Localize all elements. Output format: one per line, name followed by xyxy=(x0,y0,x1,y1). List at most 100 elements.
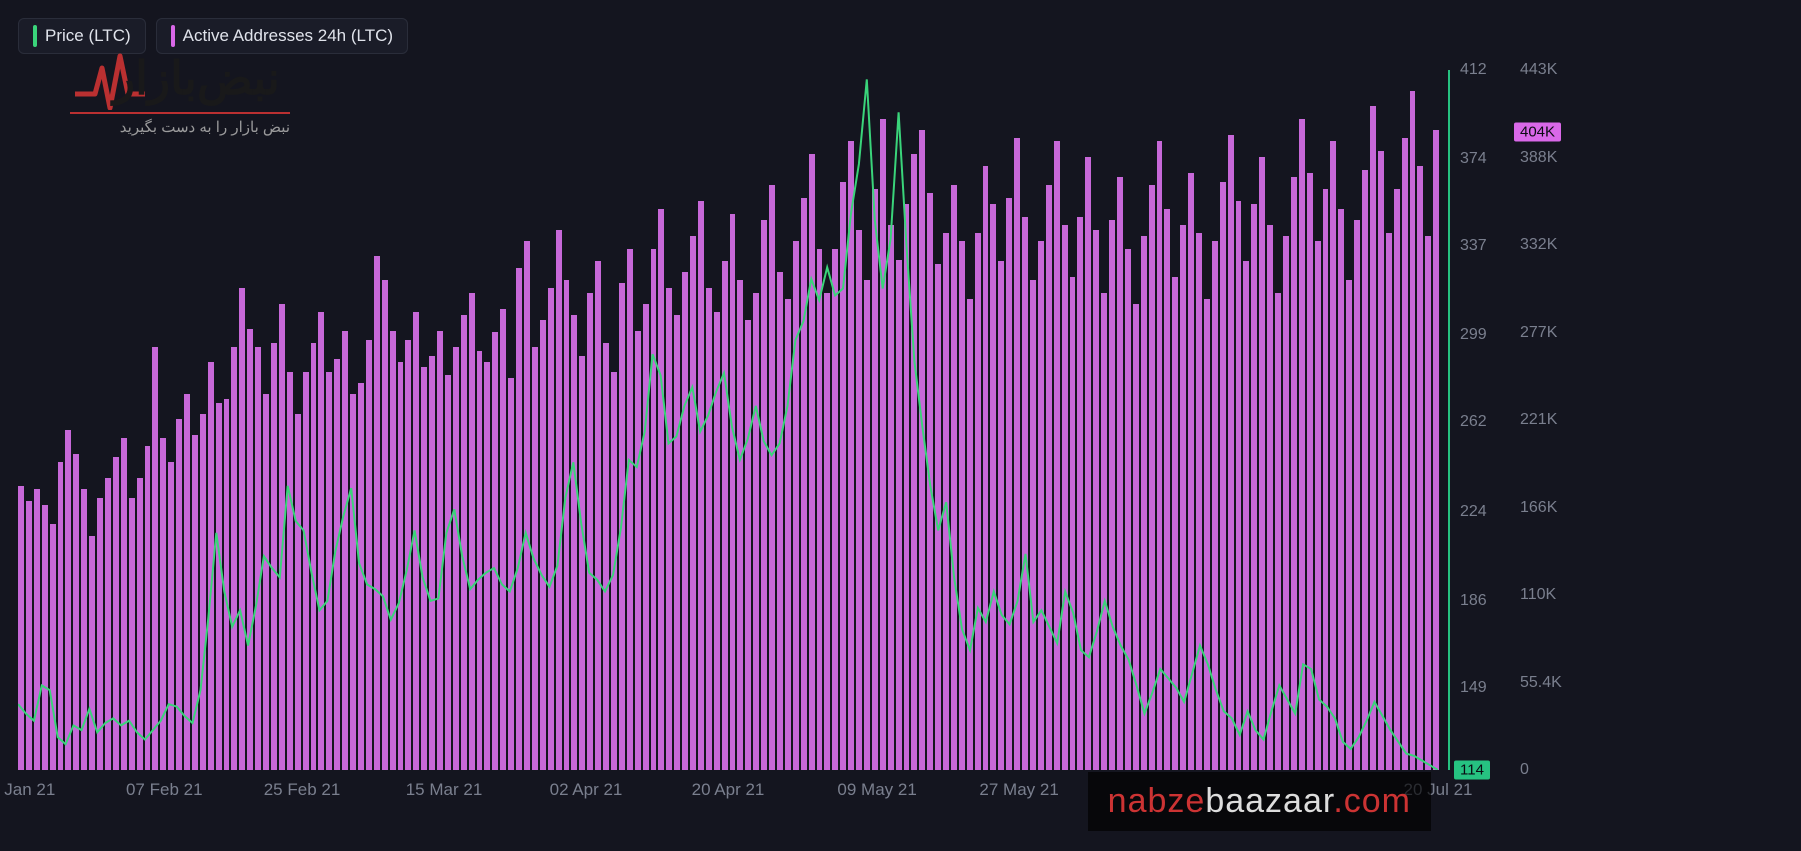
bar xyxy=(350,394,356,770)
bar xyxy=(927,193,933,770)
bar xyxy=(785,299,791,770)
bar xyxy=(1417,166,1423,770)
bar xyxy=(1180,225,1186,770)
bar xyxy=(271,343,277,770)
bar xyxy=(469,293,475,770)
bar xyxy=(413,312,419,770)
svg-text:نبض‌بازار: نبض‌بازار xyxy=(110,52,280,106)
bar xyxy=(888,225,894,770)
y-tick-addresses: 388K xyxy=(1520,149,1557,167)
bar xyxy=(152,347,158,770)
bar xyxy=(730,214,736,770)
y-tick-price: 186 xyxy=(1460,592,1487,610)
bar xyxy=(445,375,451,770)
chart-plot-area[interactable] xyxy=(18,70,1438,770)
bar xyxy=(1038,241,1044,770)
bar xyxy=(998,261,1004,770)
bar xyxy=(168,462,174,770)
bar xyxy=(1394,189,1400,770)
bar xyxy=(706,288,712,770)
bar xyxy=(255,347,261,770)
bar xyxy=(651,249,657,770)
legend-label-price: Price (LTC) xyxy=(45,26,131,46)
legend-item-price[interactable]: Price (LTC) xyxy=(18,18,146,54)
bar xyxy=(603,343,609,770)
bar xyxy=(1425,236,1431,770)
bar xyxy=(1433,130,1439,770)
bar xyxy=(943,233,949,770)
bar xyxy=(1101,293,1107,770)
bar-series-addresses xyxy=(18,70,1438,770)
bar xyxy=(231,347,237,770)
logo-icon: نبض‌بازار xyxy=(70,50,290,110)
y-tick-price: 224 xyxy=(1460,503,1487,521)
bar xyxy=(896,260,902,770)
y-tick-price: 337 xyxy=(1460,237,1487,255)
bar xyxy=(666,288,672,770)
bar xyxy=(1157,141,1163,770)
bar xyxy=(26,501,32,770)
bar xyxy=(295,414,301,770)
bar xyxy=(279,304,285,770)
legend-swatch-addresses xyxy=(171,25,175,47)
bar xyxy=(239,288,245,770)
bar xyxy=(42,505,48,770)
x-tick: 15 Mar 21 xyxy=(406,780,483,800)
bar xyxy=(1338,209,1344,770)
bar xyxy=(761,220,767,770)
bar xyxy=(564,280,570,770)
bar xyxy=(524,241,530,770)
bar xyxy=(34,489,40,770)
bar xyxy=(959,241,965,770)
bar xyxy=(342,331,348,770)
bar xyxy=(121,438,127,770)
x-tick: 20 Jan 21 xyxy=(0,780,55,800)
bar xyxy=(556,230,562,770)
bar xyxy=(1085,157,1091,770)
bar xyxy=(437,331,443,770)
watermark-text: nabzebaazaar.com xyxy=(1088,772,1431,831)
bar xyxy=(1014,138,1020,770)
legend-item-addresses[interactable]: Active Addresses 24h (LTC) xyxy=(156,18,408,54)
bar xyxy=(398,362,404,770)
y-tick-price: 262 xyxy=(1460,413,1487,431)
bar xyxy=(1006,198,1012,770)
bar xyxy=(184,394,190,770)
bar xyxy=(745,320,751,770)
bar xyxy=(1299,119,1305,770)
bar xyxy=(611,372,617,770)
bar xyxy=(1149,185,1155,770)
bar xyxy=(453,347,459,770)
bar xyxy=(477,351,483,770)
bar xyxy=(421,367,427,770)
bar xyxy=(801,198,807,770)
bar xyxy=(864,280,870,770)
bar xyxy=(722,261,728,770)
bar xyxy=(192,435,198,770)
y-tick-addresses: 166K xyxy=(1520,499,1557,517)
bar xyxy=(303,372,309,770)
bar xyxy=(540,320,546,770)
x-tick: 02 Apr 21 xyxy=(550,780,623,800)
bar xyxy=(1402,138,1408,770)
bar xyxy=(1346,280,1352,770)
watermark-part1: nabze xyxy=(1108,782,1206,820)
bar xyxy=(105,478,111,770)
bar xyxy=(967,299,973,770)
bar xyxy=(1410,91,1416,770)
bar xyxy=(935,264,941,770)
bar xyxy=(848,141,854,770)
bar xyxy=(224,399,230,770)
bar xyxy=(951,185,957,770)
bar xyxy=(1275,293,1281,770)
bar xyxy=(714,312,720,770)
bar xyxy=(824,293,830,770)
bar xyxy=(1228,135,1234,770)
bar xyxy=(461,315,467,770)
bar xyxy=(358,383,364,770)
bar xyxy=(1030,280,1036,770)
bar xyxy=(595,261,601,770)
watermark-part2: baazaar xyxy=(1205,782,1333,820)
y-tick-addresses: 55.4K xyxy=(1520,674,1562,692)
x-tick: 20 Apr 21 xyxy=(692,780,765,800)
